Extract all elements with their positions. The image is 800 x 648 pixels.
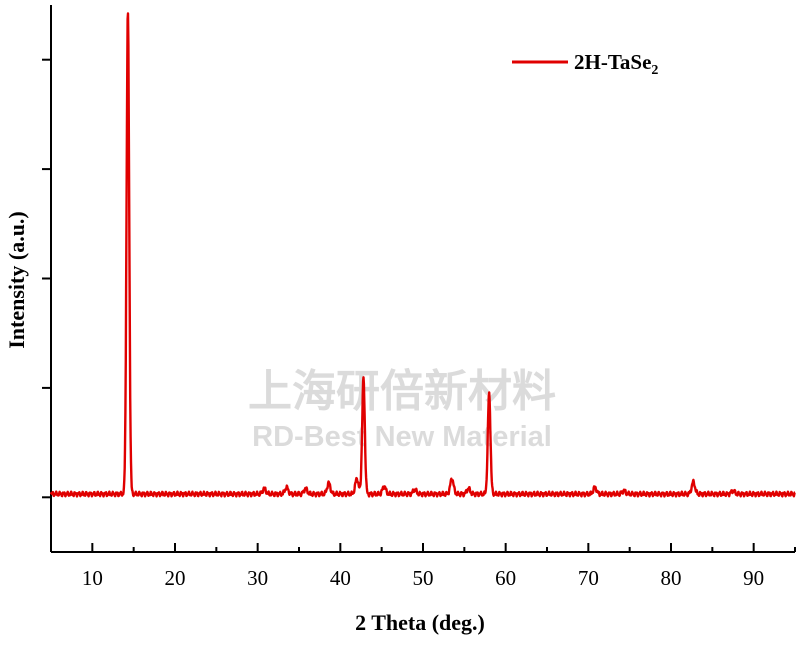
x-tick-label: 40 [330,566,351,590]
watermark: 上海研倍新材料 RD-Best New Material [248,366,556,453]
x-tick-label: 70 [578,566,599,590]
x-tick-label: 20 [165,566,186,590]
axes [50,5,795,553]
x-axis-title: 2 Theta (deg.) [355,610,485,635]
x-tick-label: 90 [743,566,764,590]
legend: 2H-TaSe2 [512,50,658,78]
watermark-chinese: 上海研倍新材料 [248,366,556,417]
y-ticks [42,58,51,499]
x-tick-label: 30 [247,566,268,590]
x-tick-label: 60 [495,566,516,590]
series-line-2h-tase2 [49,12,796,498]
y-axis-title: Intensity (a.u.) [4,211,29,349]
legend-label-main: 2H-TaSe [574,50,651,74]
x-tick-label: 50 [413,566,434,590]
legend-label: 2H-TaSe2 [574,50,658,78]
watermark-english: RD-Best New Material [252,421,552,453]
x-tick-label: 10 [82,566,103,590]
x-tick-label: 80 [661,566,682,590]
x-ticks: 10 20 30 40 50 60 70 80 90 [50,543,796,590]
legend-label-subscript: 2 [651,63,658,78]
